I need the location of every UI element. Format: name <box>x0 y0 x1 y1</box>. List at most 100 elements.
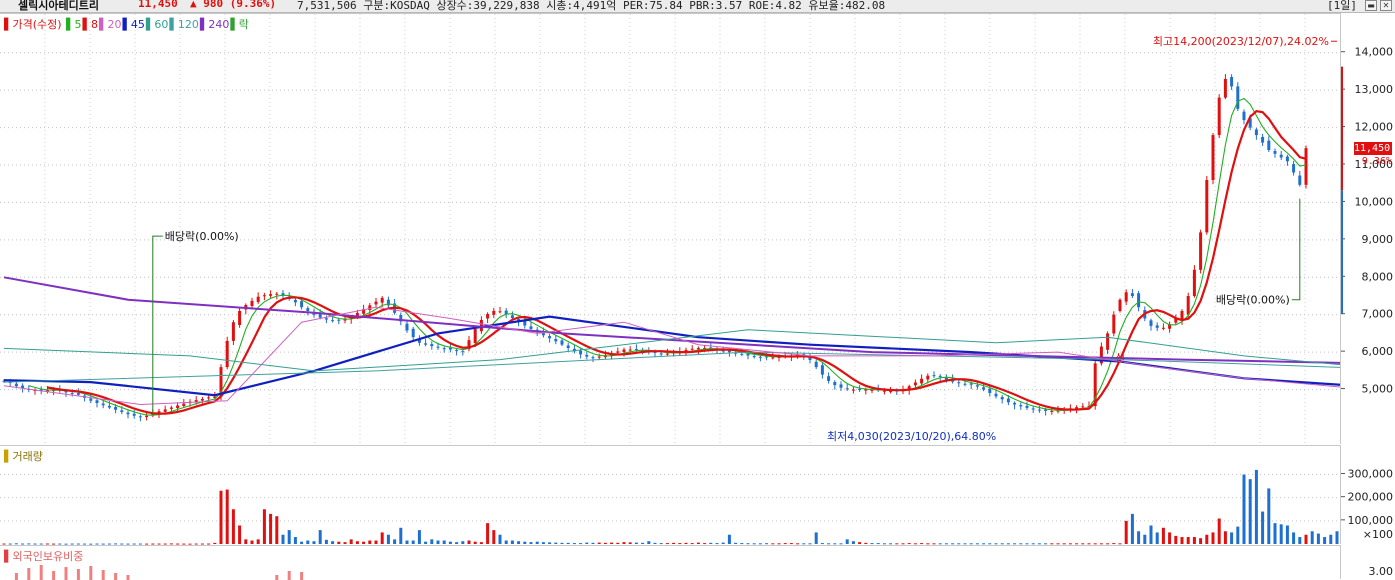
volume-bar <box>1056 543 1060 545</box>
volume-bar <box>362 541 366 544</box>
price-chart[interactable]: 최고14,200(2023/12/07),24.02% 최저4,030(2023/… <box>0 14 1340 445</box>
candle-body <box>585 354 589 357</box>
volume-bar <box>455 542 459 544</box>
ownership-bar <box>126 575 130 580</box>
candle-body <box>541 331 545 336</box>
volume-bar <box>386 534 390 544</box>
volume-bar <box>510 540 514 544</box>
volume-bar <box>331 541 335 544</box>
ma-legend-marker: ▌ <box>98 18 108 31</box>
ma-legend-item[interactable]: 5 <box>74 18 82 31</box>
period-selector[interactable]: [1일] <box>1327 0 1357 12</box>
volume-chart[interactable] <box>0 446 1340 545</box>
ma-legend-item[interactable]: 20 <box>107 18 122 31</box>
volume-bar <box>262 509 266 544</box>
ma-120-line <box>3 351 1340 383</box>
volume-bar <box>1186 537 1190 544</box>
candle-body <box>665 353 669 355</box>
volume-bar <box>1180 537 1184 544</box>
ma-legend-marker: ▌ <box>169 18 178 31</box>
candle-body <box>492 310 496 315</box>
candle-body <box>1161 327 1165 329</box>
volume-bar <box>579 543 583 545</box>
volume-panel: ▌거래량 <box>0 445 1340 545</box>
volume-bar <box>1149 525 1153 544</box>
candle-body <box>1217 97 1221 136</box>
volume-bar <box>163 543 167 545</box>
volume-bar <box>672 542 676 544</box>
volume-bar <box>194 543 198 545</box>
candle-body <box>560 340 564 345</box>
ma-legend-item[interactable]: 45 <box>130 18 145 31</box>
price-axis-label: 13,000 <box>1355 83 1394 96</box>
candle-body <box>1186 296 1190 315</box>
candle-body <box>504 310 508 315</box>
candle-body <box>1081 406 1085 408</box>
candle-body <box>969 383 973 385</box>
candle-body <box>163 409 167 412</box>
volume-bar <box>529 542 533 544</box>
volume-bar <box>1199 538 1203 544</box>
minimize-icon[interactable]: ▬ <box>1365 0 1377 11</box>
volume-bar <box>461 541 465 544</box>
candle-body <box>1292 164 1296 173</box>
price-panel: 최고14,200(2023/12/07),24.02% 최저4,030(2023/… <box>0 13 1340 445</box>
volume-bar <box>498 534 502 544</box>
ma-legend-marker: ▌ <box>230 18 239 31</box>
volume-bar <box>318 530 322 544</box>
ownership-chart[interactable] <box>0 546 1340 580</box>
volume-bar <box>1062 543 1066 545</box>
candle-body <box>132 413 136 416</box>
volume-bar <box>64 543 68 545</box>
volume-bar <box>808 543 812 545</box>
volume-bar <box>926 543 930 545</box>
candle-body <box>1112 314 1116 334</box>
dividend-label-2: 배당락(0.00%) <box>1216 294 1290 307</box>
candle-body <box>1130 293 1134 296</box>
candle-body <box>479 319 483 332</box>
candle-body <box>721 350 725 352</box>
volume-bar <box>1254 469 1258 544</box>
volume-bar <box>368 540 372 544</box>
ma-legend-item[interactable]: 120 <box>177 18 199 31</box>
volume-bar <box>988 543 992 545</box>
ownership-panel: ▌외국인보유비중 <box>0 545 1340 580</box>
volume-bar <box>120 543 124 545</box>
volume-bar <box>405 540 409 544</box>
volume-bar <box>324 539 328 544</box>
ma-legend-item[interactable]: 8 <box>90 18 98 31</box>
volume-bar <box>312 541 316 544</box>
candle-body <box>1279 154 1283 158</box>
volume-bar <box>796 543 800 545</box>
volume-bar <box>306 540 310 544</box>
volume-bar <box>355 541 359 544</box>
close-icon[interactable]: ✕ <box>1380 0 1392 11</box>
volume-bar <box>628 542 632 544</box>
volume-bar <box>45 543 49 545</box>
volume-bar <box>653 542 657 544</box>
candle-body <box>21 385 25 389</box>
volume-bar <box>752 543 756 545</box>
candle-body <box>1248 118 1252 128</box>
ma-legend-item[interactable]: 240 <box>208 18 230 31</box>
candle-body <box>114 406 118 410</box>
ownership-bar <box>300 572 304 580</box>
ma-legend-item[interactable]: 락 <box>238 18 249 31</box>
candle-body <box>405 323 409 331</box>
volume-bar <box>343 542 347 544</box>
candle-body <box>461 351 465 353</box>
candle-body <box>324 318 328 320</box>
volume-bar <box>430 539 434 544</box>
candle-body <box>386 299 390 306</box>
ma-legend-item[interactable]: 60 <box>154 18 169 31</box>
volume-bar <box>250 540 254 544</box>
volume-axis: 100,000 200,000 300,000 ×100 <box>1340 445 1395 544</box>
volume-bar <box>1211 532 1215 544</box>
candle-body <box>628 349 632 351</box>
stock-name[interactable]: 셀릭시아테디트리 <box>18 0 99 12</box>
volume-bar <box>473 541 477 544</box>
volume-legend-marker: ▌ <box>4 450 13 463</box>
volume-bar <box>132 543 136 545</box>
volume-bar <box>864 542 868 544</box>
